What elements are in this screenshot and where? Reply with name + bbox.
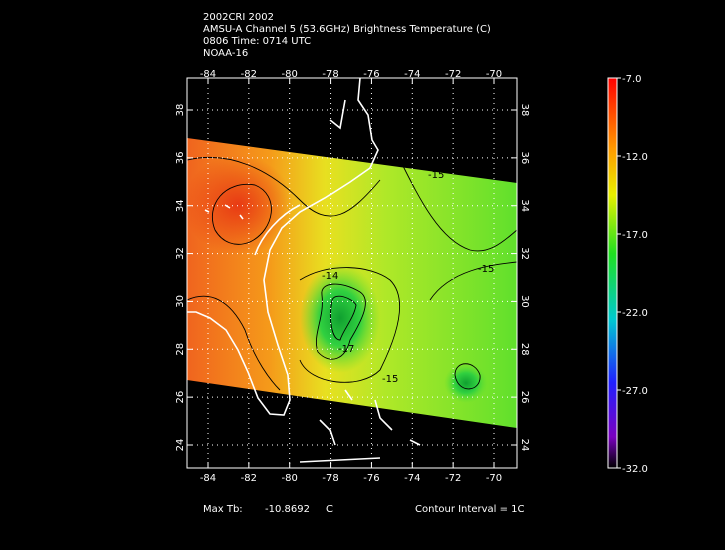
lon-tick-label: -76 — [363, 69, 379, 80]
lon-tick-label: -80 — [282, 473, 298, 484]
lon-tick-label: -72 — [445, 69, 461, 80]
lon-tick-label: -74 — [404, 69, 420, 80]
lon-tick-label: -82 — [241, 473, 257, 484]
contour-label: -15 — [428, 170, 444, 181]
lat-tick-label: 30 — [175, 295, 186, 308]
warm-region — [187, 155, 293, 255]
lat-tick-label: 38 — [519, 104, 530, 117]
lon-tick-label: -70 — [486, 473, 502, 484]
contour — [211, 183, 272, 245]
title-line: AMSU-A Channel 5 (53.6GHz) Brightness Te… — [203, 24, 491, 35]
lat-tick-label: 24 — [519, 439, 530, 452]
lat-tick-label: 34 — [175, 199, 186, 212]
contour — [299, 267, 401, 383]
header: 2002CRI 2002 AMSU-A Channel 5 (53.6GHz) … — [203, 12, 491, 59]
lat-tick-label: 32 — [519, 247, 530, 260]
max-value: -10.8692 — [265, 504, 310, 515]
colorbar-label: -22.0 — [622, 308, 648, 319]
lat-tick-label: 30 — [519, 295, 530, 308]
map-field — [187, 78, 517, 463]
colorbar — [607, 77, 618, 469]
lon-tick-label: -70 — [486, 69, 502, 80]
contour — [429, 261, 517, 301]
contour — [454, 363, 481, 390]
contour-label: -15 — [478, 264, 494, 275]
title-line: 0806 Time: 0714 UTC — [203, 36, 311, 47]
lat-tick-label: 36 — [519, 151, 530, 164]
colorbar-ticks: -7.0 -12.0 -17.0 -22.0 -27.0 -32.0 — [617, 74, 648, 475]
lat-tick-label: 26 — [175, 391, 186, 404]
lat-tick-label: 26 — [519, 391, 530, 404]
lon-tick-label: -84 — [200, 69, 216, 80]
title-line: NOAA-16 — [203, 48, 248, 59]
lon-tick-label: -80 — [282, 69, 298, 80]
colorbar-label: -27.0 — [622, 386, 648, 397]
lon-tick-label: -76 — [363, 473, 379, 484]
map-frame — [186, 77, 518, 469]
footer: Max Tb: -10.8692 C Contour Interval = 1C — [203, 504, 525, 515]
contour-label: -15 — [382, 374, 398, 385]
lat-tick-label: 24 — [175, 439, 186, 452]
lat-tick-label: 34 — [519, 199, 530, 212]
max-unit: C — [326, 504, 333, 515]
contour — [187, 156, 381, 217]
colorbar-label: -12.0 — [622, 152, 648, 163]
coastline — [187, 78, 379, 416]
lon-tick-label: -78 — [322, 69, 338, 80]
islands — [299, 99, 421, 463]
lon-tick-label: -78 — [322, 473, 338, 484]
colorbar-label: -7.0 — [622, 74, 642, 85]
lon-tick-label: -82 — [241, 69, 257, 80]
colorbar-label: -32.0 — [622, 464, 648, 475]
contour — [187, 295, 281, 391]
lon-tick-label: -84 — [200, 473, 216, 484]
lon-tick-label: -74 — [404, 473, 420, 484]
contour — [329, 295, 357, 341]
axes: -84 -84 -82 -82 -80 -80 -78 -78 -76 -76 -74 -74 -72 -… — [175, 69, 530, 484]
contour-label: -17 — [338, 344, 354, 355]
contour — [399, 159, 517, 252]
lon-tick-label: -72 — [445, 473, 461, 484]
max-label: Max Tb: — [203, 504, 243, 515]
lat-tick-label: 36 — [175, 151, 186, 164]
cold-region — [300, 263, 380, 373]
title-line: 2002CRI 2002 — [203, 12, 274, 23]
lat-tick-label: 28 — [519, 343, 530, 356]
coastline — [254, 204, 301, 256]
contour-interval: Contour Interval = 1C — [415, 504, 525, 515]
colorbar-label: -17.0 — [622, 230, 648, 241]
lat-tick-label: 28 — [175, 343, 186, 356]
cold-region — [444, 363, 488, 403]
contour-label: -14 — [322, 271, 338, 282]
lat-tick-label: 32 — [175, 247, 186, 260]
lat-tick-label: 38 — [175, 104, 186, 117]
contour-labels: -14 -15 -15 -17 -15 — [322, 170, 494, 385]
lakes — [204, 204, 244, 220]
contour — [316, 283, 366, 360]
